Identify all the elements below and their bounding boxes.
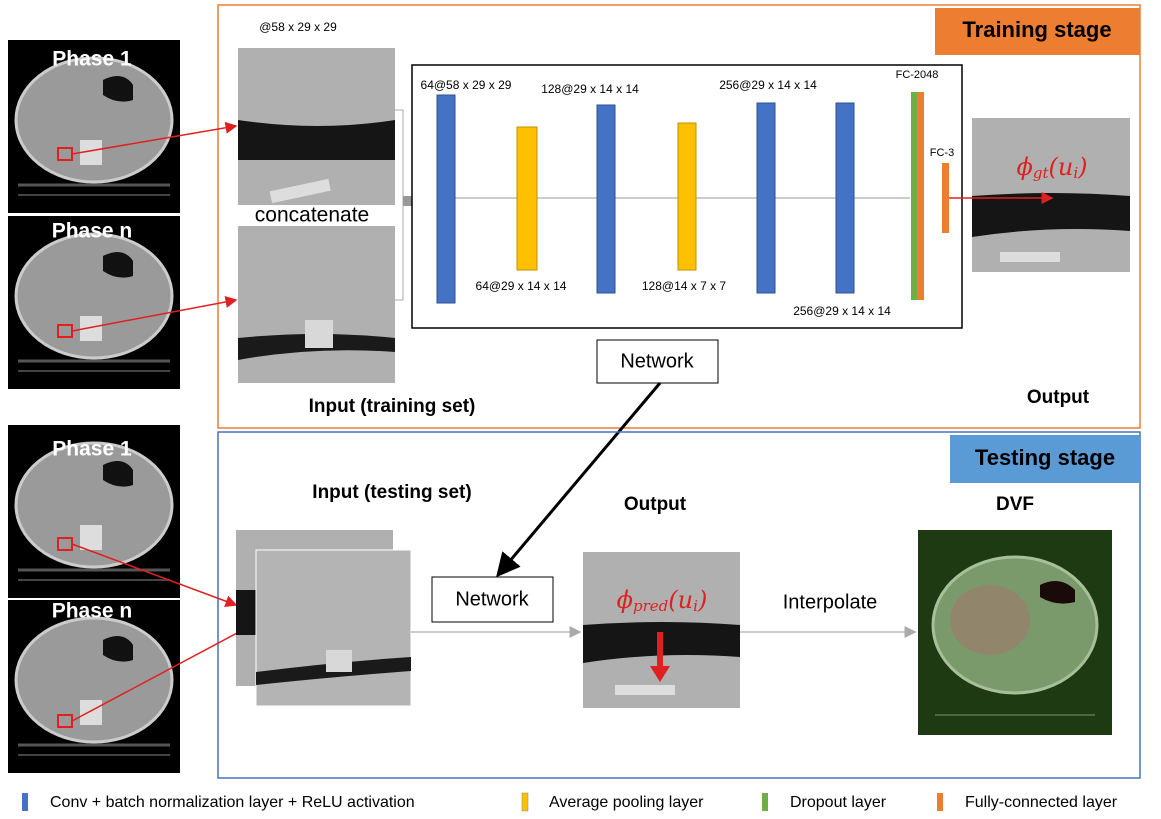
interpolate-label: Interpolate bbox=[783, 591, 878, 613]
phase-label: Phase n bbox=[52, 220, 133, 243]
output-patch bbox=[972, 118, 1130, 272]
patch bbox=[236, 530, 411, 706]
legend-label: Average pooling layer bbox=[549, 794, 704, 811]
patch bbox=[238, 226, 395, 383]
caption: Input (training set) bbox=[309, 396, 476, 417]
conv-layer bbox=[757, 103, 775, 293]
phase-label: Phase 1 bbox=[52, 48, 132, 71]
phase-label: Phase n bbox=[52, 600, 133, 623]
network-label: Network bbox=[455, 588, 529, 610]
patch-size: @58 x 29 x 29 bbox=[259, 20, 337, 34]
layer-label: 256@29 x 14 x 14 bbox=[719, 78, 817, 92]
caption: Output bbox=[1027, 387, 1090, 408]
diagram: Training stage Phase 1 Phase n @58 x 29 … bbox=[0, 0, 1161, 819]
bracket bbox=[395, 110, 403, 300]
conv-layer bbox=[836, 103, 854, 293]
patch bbox=[238, 48, 395, 205]
training-stage-label: Training stage bbox=[962, 17, 1111, 42]
dropout-layer bbox=[911, 92, 917, 300]
layer-label: 128@14 x 7 x 7 bbox=[642, 279, 727, 293]
layer-label: 128@29 x 14 x 14 bbox=[541, 82, 639, 96]
concatenate: concatenate bbox=[255, 204, 369, 227]
phase-label: Phase 1 bbox=[52, 438, 132, 461]
pool-layer bbox=[517, 127, 537, 270]
page: {"training": {"stage_label": "Training s… bbox=[0, 0, 1161, 819]
conv-layer bbox=[437, 95, 455, 303]
dvf-image bbox=[918, 530, 1112, 735]
conv-layer bbox=[597, 105, 615, 293]
fc-layer bbox=[942, 163, 949, 233]
caption: Output bbox=[624, 494, 687, 515]
legend-label: Fully-connected layer bbox=[965, 794, 1118, 811]
legend-label: Dropout layer bbox=[790, 794, 887, 811]
ct-image bbox=[8, 600, 180, 773]
pool-layer bbox=[678, 123, 696, 270]
dvf-label: DVF bbox=[996, 494, 1034, 515]
layer-label: 64@58 x 29 x 29 bbox=[421, 78, 512, 92]
output-patch bbox=[583, 552, 740, 708]
layer-label: 64@29 x 14 x 14 bbox=[476, 279, 567, 293]
fc-layer bbox=[917, 92, 924, 300]
layer-label: FC-2048 bbox=[896, 69, 939, 81]
testing-stage-label: Testing stage bbox=[975, 445, 1115, 470]
legend: Conv + batch normalization layer + ReLU … bbox=[22, 793, 1118, 811]
arrow bbox=[498, 383, 660, 575]
network-label: Network bbox=[620, 350, 694, 372]
layer-label: 256@29 x 14 x 14 bbox=[793, 304, 891, 318]
layer-label: FC-3 bbox=[930, 147, 954, 159]
legend-label: Conv + batch normalization layer + ReLU … bbox=[50, 794, 415, 811]
caption: Input (testing set) bbox=[312, 482, 471, 503]
